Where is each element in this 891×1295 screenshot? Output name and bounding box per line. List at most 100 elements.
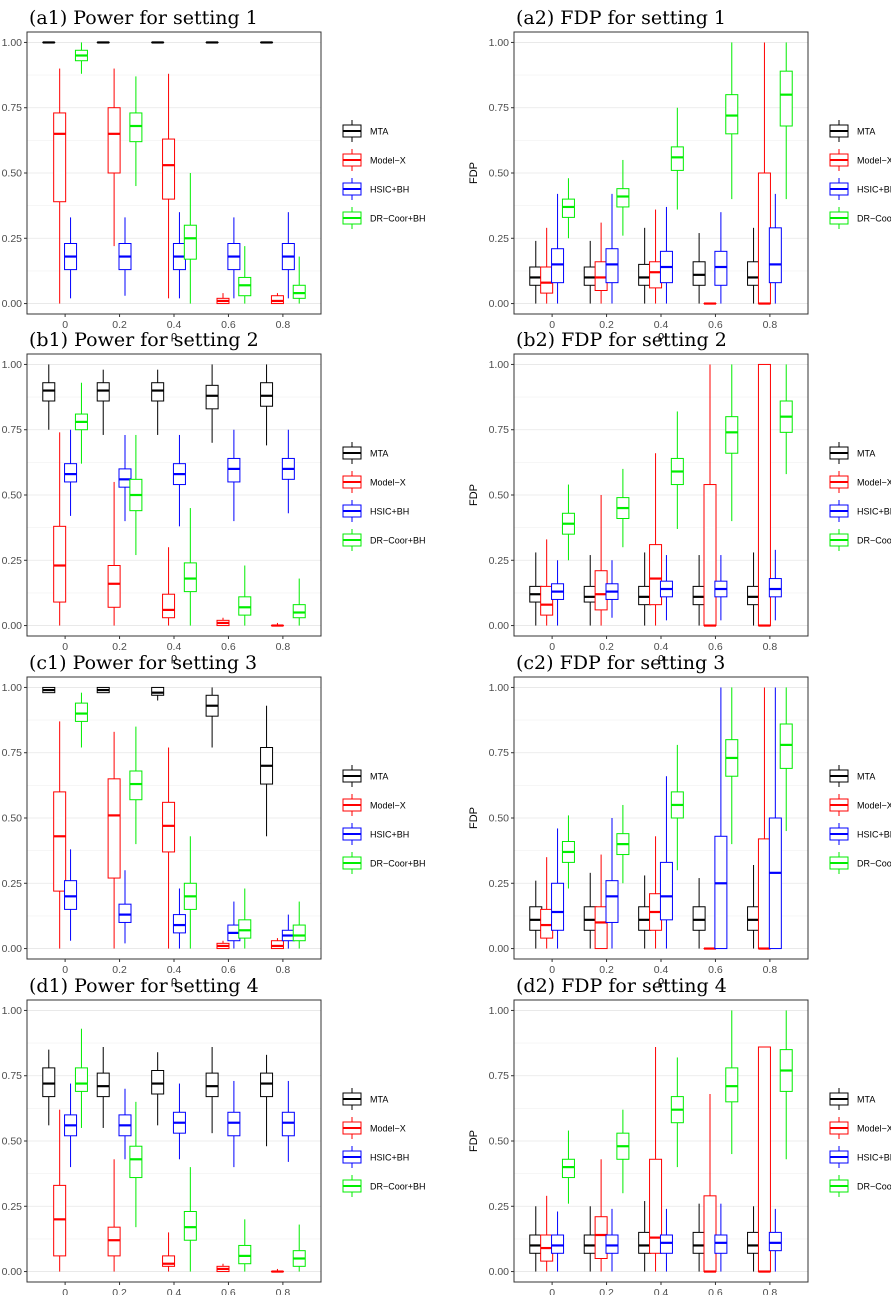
box-model-x-rho-4	[270, 293, 284, 305]
box-mta-rho-3	[205, 364, 219, 443]
x-axis-label: ρ	[658, 652, 664, 664]
x-tick-label: 0.8	[276, 1287, 291, 1295]
box-mta-rho-4	[260, 1054, 274, 1147]
legend-item-1: Model−X	[342, 471, 406, 493]
box-model-x-rho-4	[757, 42, 771, 305]
box-hsic-bh-rho-1	[118, 434, 132, 522]
box-dr-coor-bh-rho-1	[616, 1109, 630, 1194]
box-model-x-rho-1	[107, 731, 121, 949]
box-hsic-bh-rho-4	[768, 687, 782, 950]
box-iqr	[107, 107, 121, 174]
box-iqr	[605, 248, 619, 284]
box-model-x-rho-0	[53, 721, 67, 949]
box-mta-rho-3	[205, 1047, 219, 1134]
x-tick-label: 0.4	[167, 319, 182, 331]
box-iqr	[64, 463, 78, 483]
box-model-x-rho-1	[594, 1159, 608, 1272]
box-iqr	[129, 1145, 143, 1179]
box-iqr	[747, 261, 761, 286]
box-model-x-rho-1	[107, 68, 121, 247]
x-tick-label: 0.4	[654, 319, 669, 331]
box-iqr	[594, 906, 608, 950]
chart-panel-2: (a2) FDP for setting 1 0.00 0.25 0.50 0.75 1.…	[468, 7, 891, 342]
box-iqr	[692, 261, 706, 286]
x-tick-label: 0.8	[276, 964, 291, 976]
legend-label: HSIC+BH	[370, 1153, 409, 1163]
legend-label: Model−X	[370, 1124, 406, 1134]
box-iqr	[757, 838, 771, 950]
box-iqr	[151, 382, 165, 402]
box-iqr	[260, 382, 274, 407]
y-tick-label: 0.75	[2, 1070, 23, 1082]
box-model-x-rho-4	[270, 1268, 284, 1273]
box-iqr	[292, 924, 306, 942]
box-hsic-bh-rho-3	[714, 687, 728, 950]
box-mta-rho-4	[260, 364, 274, 446]
panel-title: (c1) Power for setting 3	[29, 652, 257, 674]
x-tick-label: 0.8	[763, 319, 778, 331]
box-hsic-bh-rho-0	[551, 560, 565, 626]
box-iqr	[551, 248, 565, 284]
box-iqr	[205, 384, 219, 410]
legend-item-2: HSIC+BH	[342, 178, 409, 200]
box-dr-coor-bh-rho-2	[670, 1057, 684, 1168]
box-hsic-bh-rho-0	[64, 217, 78, 299]
x-tick-label: 0.4	[654, 641, 669, 653]
panel-title: (a1) Power for setting 1	[29, 7, 258, 29]
y-tick-label: 0.00	[489, 620, 510, 632]
x-tick-label: 0.8	[763, 964, 778, 976]
box-hsic-bh-rho-2	[659, 555, 673, 621]
x-tick-label: 0	[62, 1287, 68, 1295]
box-model-x-rho-2	[649, 836, 663, 949]
legend-label: Model−X	[857, 801, 891, 811]
box-dr-coor-bh-rho-2	[183, 173, 197, 304]
box-iqr	[757, 172, 771, 305]
box-hsic-bh-rho-1	[118, 870, 132, 944]
box-iqr	[638, 263, 652, 286]
box-iqr	[561, 1158, 575, 1179]
box-dr-coor-bh-rho-1	[129, 726, 143, 845]
box-iqr	[768, 1231, 782, 1252]
box-mta-rho-0	[529, 1206, 543, 1272]
legend-label: HSIC+BH	[857, 830, 891, 840]
x-tick-label: 0.6	[221, 964, 236, 976]
box-iqr	[129, 770, 143, 801]
box-iqr	[238, 276, 252, 297]
box-dr-coor-bh-rho-0	[561, 1130, 575, 1204]
box-hsic-bh-rho-4	[281, 212, 295, 299]
y-tick-label: 0.25	[489, 555, 510, 567]
box-iqr	[42, 1067, 56, 1098]
legend-item-1: Model−X	[342, 149, 406, 171]
x-tick-label: 0	[549, 964, 555, 976]
y-tick-label: 0.00	[489, 943, 510, 955]
box-iqr	[151, 1070, 165, 1095]
box-model-x-rho-3	[703, 1094, 717, 1273]
box-iqr	[281, 1111, 295, 1137]
box-dr-coor-bh-rho-0	[74, 382, 88, 464]
x-tick-label: 0.2	[599, 641, 614, 653]
box-iqr	[670, 146, 684, 171]
box-dr-coor-bh-rho-3	[725, 687, 739, 845]
box-dr-coor-bh-rho-1	[129, 434, 143, 556]
box-iqr	[53, 525, 67, 603]
box-iqr	[540, 266, 554, 294]
legend-label: Model−X	[370, 478, 406, 488]
y-tick-label: 0.25	[2, 233, 23, 245]
legend-item-2: HSIC+BH	[829, 1146, 891, 1168]
legend-label: DR−Coor+BH	[857, 536, 891, 546]
y-tick-label: 0.50	[489, 168, 510, 180]
box-hsic-bh-rho-2	[659, 1208, 673, 1272]
box-hsic-bh-rho-2	[172, 888, 186, 949]
legend-item-3: DR−Coor+BH	[829, 852, 891, 874]
box-model-x-rho-3	[216, 617, 230, 627]
y-tick-label: 0.00	[2, 620, 23, 632]
box-iqr	[583, 906, 597, 931]
y-tick-label: 0.75	[2, 102, 23, 114]
box-hsic-bh-rho-2	[659, 776, 673, 949]
box-iqr	[757, 363, 771, 627]
box-iqr	[227, 457, 241, 483]
box-hsic-bh-rho-2	[172, 434, 186, 527]
chart-panel-4: (b2) FDP for setting 2 0.00 0.25 0.50 0.75 1.…	[468, 329, 891, 664]
y-tick-label: 0.50	[2, 168, 23, 180]
